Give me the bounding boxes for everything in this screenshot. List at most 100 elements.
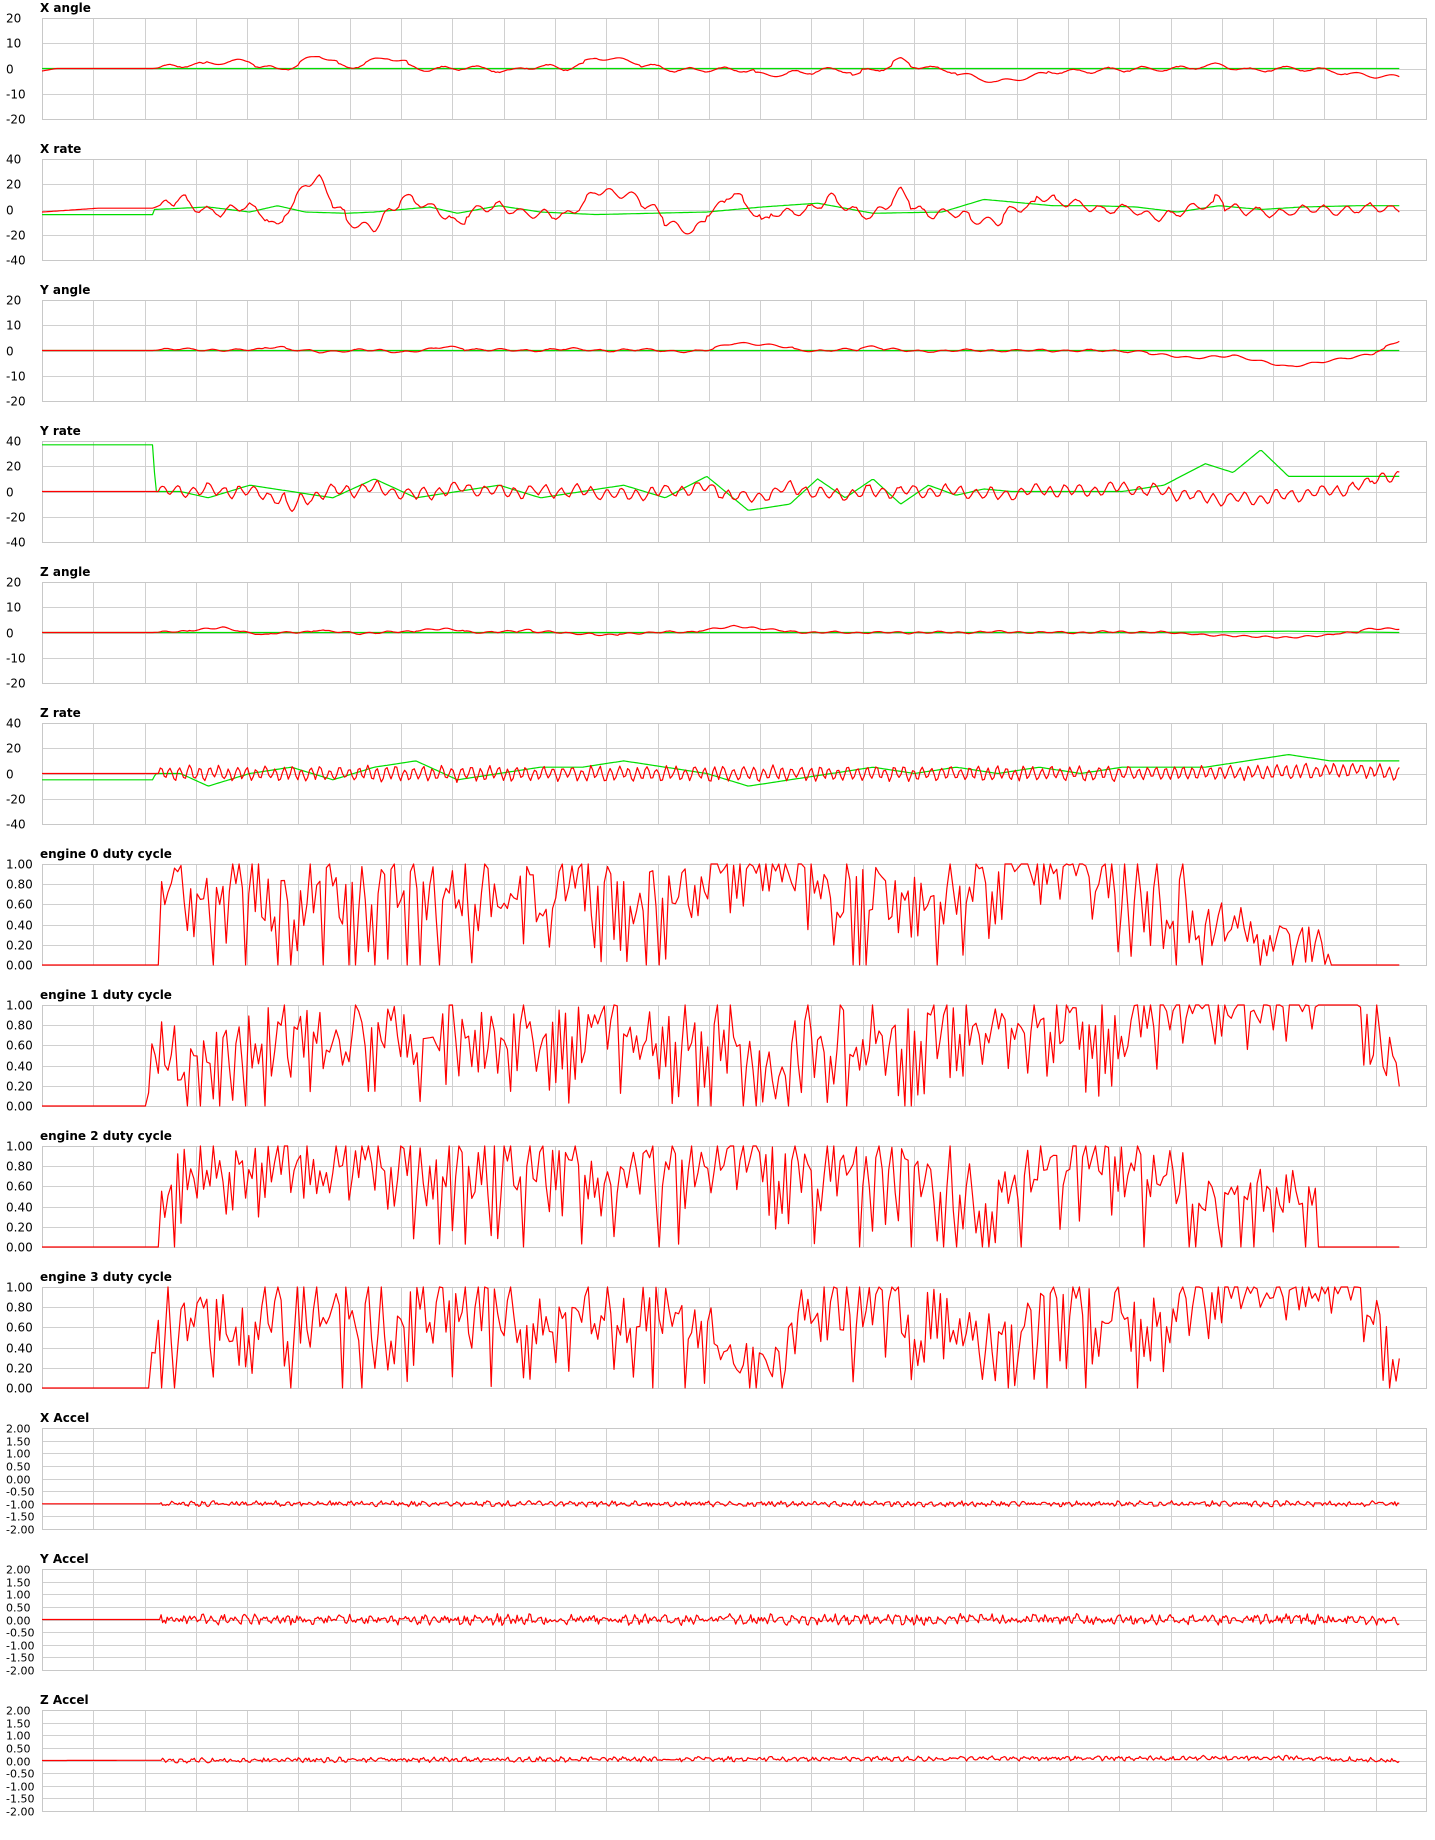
- panel-title: Z rate: [40, 706, 81, 720]
- y-tick-label: -0.50: [6, 1627, 34, 1640]
- plot-frame: [42, 1287, 1427, 1389]
- y-tick-label: 1.50: [6, 1436, 31, 1449]
- panel-title: engine 1 duty cycle: [40, 988, 172, 1002]
- y-tick-label: 0.00: [6, 1241, 33, 1255]
- y-tick-label: 0.40: [6, 1060, 33, 1074]
- plot-frame: [42, 159, 1427, 261]
- y-tick-label: 40: [6, 717, 21, 731]
- y-tick-label: 40: [6, 435, 21, 449]
- series-line-green: [42, 444, 1400, 511]
- y-tick-label: 2.00: [6, 1423, 31, 1436]
- plot-frame: [42, 864, 1427, 966]
- y-tick-label: 0: [6, 204, 14, 218]
- y-tick-label: 1.00: [6, 1589, 31, 1602]
- y-tick-label: 0.60: [6, 1180, 33, 1194]
- plot-frame: [42, 1146, 1427, 1248]
- y-tick-label: 0.80: [6, 1019, 33, 1033]
- y-tick-label: 1.50: [6, 1577, 31, 1590]
- y-tick-label: 1.00: [6, 999, 33, 1013]
- series-line-red: [42, 762, 1400, 783]
- series-line-red: [42, 1500, 1400, 1508]
- series-line-red: [41, 174, 1400, 235]
- panel-z-angle: 20 10 0 -10 -20 Z angle: [6, 565, 1427, 691]
- series-line-red: [41, 56, 1400, 83]
- y-tick-label: 1.00: [6, 1448, 31, 1461]
- series-line-red: [42, 1613, 1400, 1626]
- y-tick-label: -20: [6, 511, 26, 525]
- y-tick-label: 0.00: [6, 1474, 31, 1487]
- panel-title: Y angle: [39, 283, 90, 297]
- y-tick-label: 0.00: [6, 1382, 33, 1396]
- series-line-red: [42, 1286, 1400, 1389]
- y-tick-label: 0.60: [6, 898, 33, 912]
- series-line-red: [42, 1145, 1400, 1248]
- y-tick-label: 0.00: [6, 1615, 31, 1628]
- y-tick-label: -2.00: [6, 1524, 34, 1537]
- panel-engine-2-duty-cycle: 1.00 0.80 0.60 0.40 0.20 0.00 engine 2 duty cy…: [6, 1129, 1427, 1255]
- panel-engine-0-duty-cycle: 1.00 0.80 0.60 0.40 0.20 0.00 engine 0 duty cy…: [6, 847, 1427, 973]
- y-tick-label: 0.50: [6, 1602, 31, 1615]
- y-tick-label: 0.80: [6, 878, 33, 892]
- y-tick-label: 20: [6, 576, 21, 590]
- y-tick-label: 0.50: [6, 1461, 31, 1474]
- panel-z-rate: 40 20 0 -20 -40 Z rate: [6, 706, 1427, 832]
- y-tick-label: 0.40: [6, 1342, 33, 1356]
- y-tick-label: 0.20: [6, 1080, 33, 1094]
- y-tick-label: 1.00: [6, 1281, 33, 1295]
- series-line-red: [42, 863, 1400, 966]
- panel-title: Z angle: [40, 565, 90, 579]
- y-tick-label: 2.00: [6, 1564, 31, 1577]
- series-line-green: [42, 198, 1400, 216]
- y-tick-label: -40: [6, 818, 26, 832]
- y-tick-label: 0.20: [6, 1221, 33, 1235]
- panel-engine-1-duty-cycle: 1.00 0.80 0.60 0.40 0.20 0.00 engine 1 duty cy…: [6, 988, 1427, 1114]
- y-tick-label: 40: [6, 153, 21, 167]
- y-tick-label: 1.00: [6, 1730, 31, 1743]
- series-line-green: [42, 754, 1400, 787]
- y-tick-label: 0: [6, 768, 14, 782]
- panel-engine-3-duty-cycle: 1.00 0.80 0.60 0.40 0.20 0.00 engine 3 duty cy…: [6, 1270, 1427, 1396]
- panel-y-rate: 40 20 0 -20 -40 Y rate: [6, 424, 1427, 550]
- y-tick-label: 0: [6, 63, 14, 77]
- panel-title: engine 3 duty cycle: [40, 1270, 172, 1284]
- panel-title: X rate: [40, 142, 81, 156]
- y-tick-label: -0.50: [6, 1486, 34, 1499]
- panel-z-accel: 2.001.501.000.500.00-0.50-1.00-1.50-2.00…: [6, 1693, 1427, 1819]
- y-tick-label: -1.50: [6, 1793, 34, 1806]
- y-tick-label: 1.50: [6, 1718, 31, 1731]
- series-line-red: [42, 624, 1400, 639]
- panel-title: X Accel: [40, 1411, 89, 1425]
- y-tick-label: -2.00: [6, 1806, 34, 1819]
- y-tick-label: 20: [6, 178, 21, 192]
- y-tick-label: -20: [6, 793, 26, 807]
- y-tick-label: 10: [6, 601, 21, 615]
- y-tick-label: 0.00: [6, 1100, 33, 1114]
- panel-title: Y Accel: [39, 1552, 89, 1566]
- y-tick-label: -20: [6, 229, 26, 243]
- series-line-red: [42, 340, 1400, 368]
- series-line-red: [42, 1004, 1400, 1107]
- y-tick-label: -10: [6, 88, 26, 102]
- y-tick-label: -1.00: [6, 1781, 34, 1794]
- panel-title: engine 2 duty cycle: [40, 1129, 172, 1143]
- y-tick-label: 0: [6, 627, 14, 641]
- plot-frame: [42, 1005, 1427, 1107]
- y-tick-label: 20: [6, 742, 21, 756]
- y-tick-label: 20: [6, 294, 21, 308]
- y-tick-label: 2.00: [6, 1705, 31, 1718]
- series-line-red: [42, 471, 1400, 512]
- y-tick-label: -20: [6, 113, 26, 127]
- y-tick-label: 0: [6, 345, 14, 359]
- plot-frame: [42, 1428, 1427, 1530]
- panel-x-rate: 40 20 0 -20 -40 X rate: [6, 142, 1427, 268]
- panel-title: Y rate: [39, 424, 81, 438]
- y-tick-label: -2.00: [6, 1665, 34, 1678]
- y-tick-label: -0.50: [6, 1768, 34, 1781]
- y-tick-label: 0.60: [6, 1321, 33, 1335]
- y-tick-label: 0.00: [6, 1756, 31, 1769]
- y-tick-label: -10: [6, 370, 26, 384]
- panel-x-angle: 20 10 0 -10 -20 X angle: [6, 1, 1427, 127]
- y-tick-label: 0.60: [6, 1039, 33, 1053]
- y-tick-label: 10: [6, 37, 21, 51]
